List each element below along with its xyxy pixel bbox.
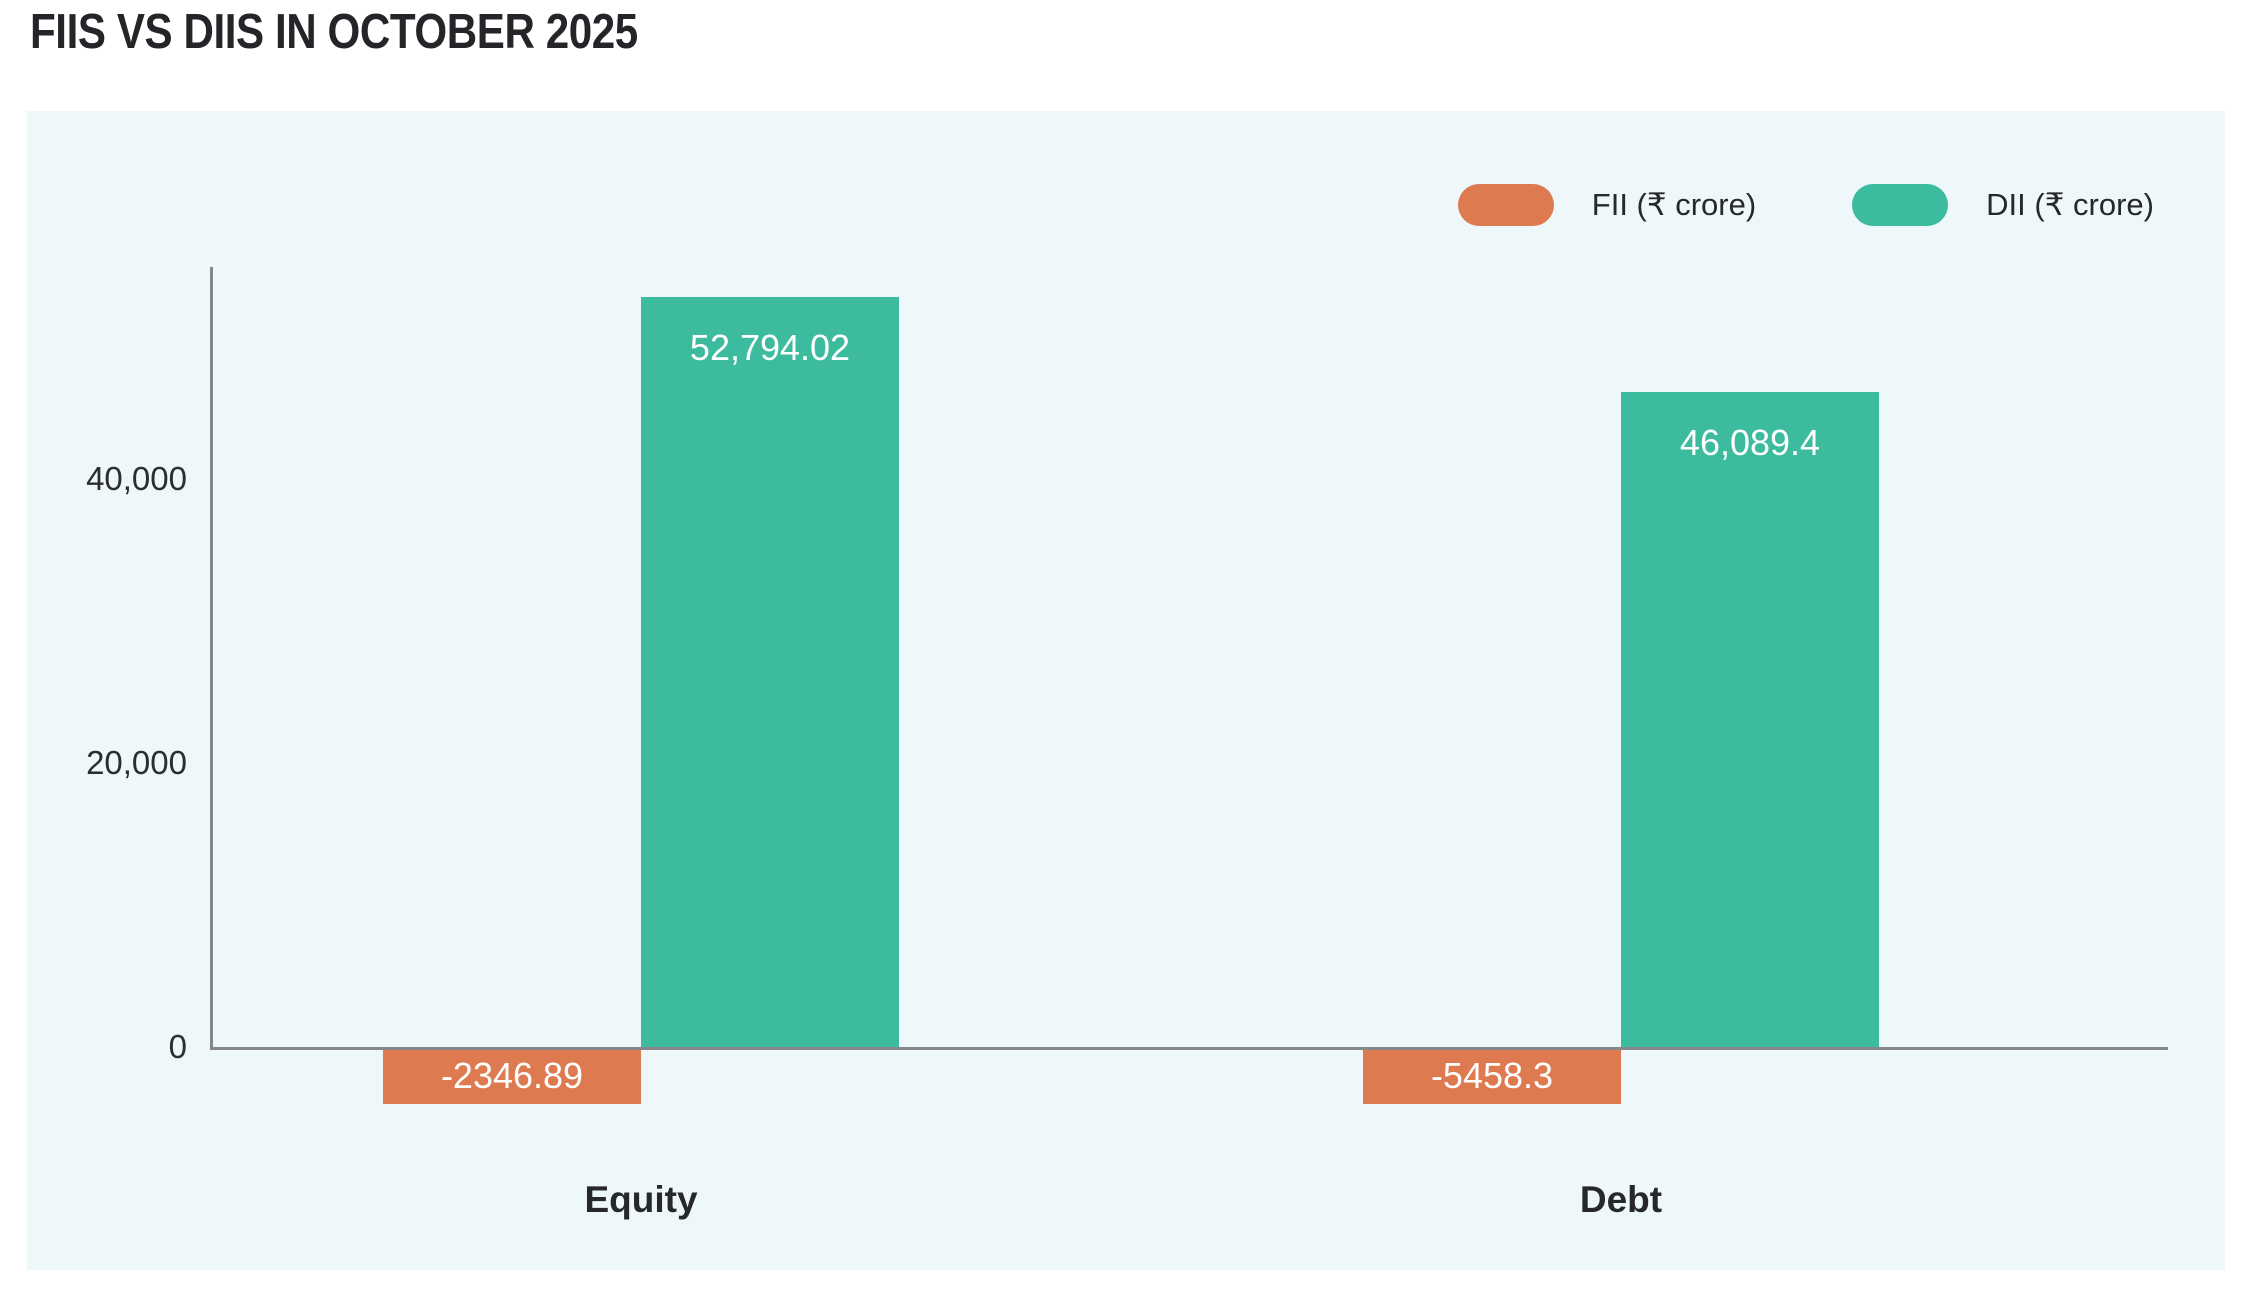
bar-equity-dii[interactable]: 52,794.02 xyxy=(641,297,899,1047)
bar-debt-fii[interactable]: -5458.3 xyxy=(1363,1047,1621,1104)
legend-item-dii[interactable]: DII (₹ crore) xyxy=(1852,184,2154,226)
dii-legend-label: DII (₹ crore) xyxy=(1986,187,2154,222)
y-axis-line xyxy=(210,267,213,1050)
y-axis-tick-label: 40,000 xyxy=(86,459,187,497)
y-axis-tick-label: 0 xyxy=(168,1028,187,1065)
dii-legend-swatch-icon xyxy=(1852,184,1949,226)
fii-legend-swatch-icon xyxy=(1457,184,1554,226)
bar-value-label: -2346.89 xyxy=(440,1055,584,1096)
y-axis-tick-label: 20,000 xyxy=(86,743,187,781)
bar-value-label: -5458.3 xyxy=(1430,1055,1554,1096)
bar-value-label: 52,794.02 xyxy=(689,327,851,368)
legend: FII (₹ crore) DII (₹ crore) xyxy=(1457,184,2154,226)
bar-debt-dii[interactable]: 46,089.4 xyxy=(1621,392,1879,1047)
bar-value-label: 46,089.4 xyxy=(1679,422,1821,463)
bar-equity-fii[interactable]: -2346.89 xyxy=(383,1047,641,1104)
x-axis-label-debt: Debt xyxy=(1579,1179,1663,1220)
chart-panel: FII (₹ crore) DII (₹ crore) 0 20,000 40,00… xyxy=(27,111,2225,1270)
x-axis-label-equity: Equity xyxy=(584,1179,698,1220)
chart-title: FIIS VS DIIS IN OCTOBER 2025 xyxy=(30,5,638,59)
legend-item-fii[interactable]: FII (₹ crore) xyxy=(1457,184,1757,226)
x-axis-line xyxy=(210,1047,2168,1050)
fii-legend-label: FII (₹ crore) xyxy=(1591,187,1757,222)
